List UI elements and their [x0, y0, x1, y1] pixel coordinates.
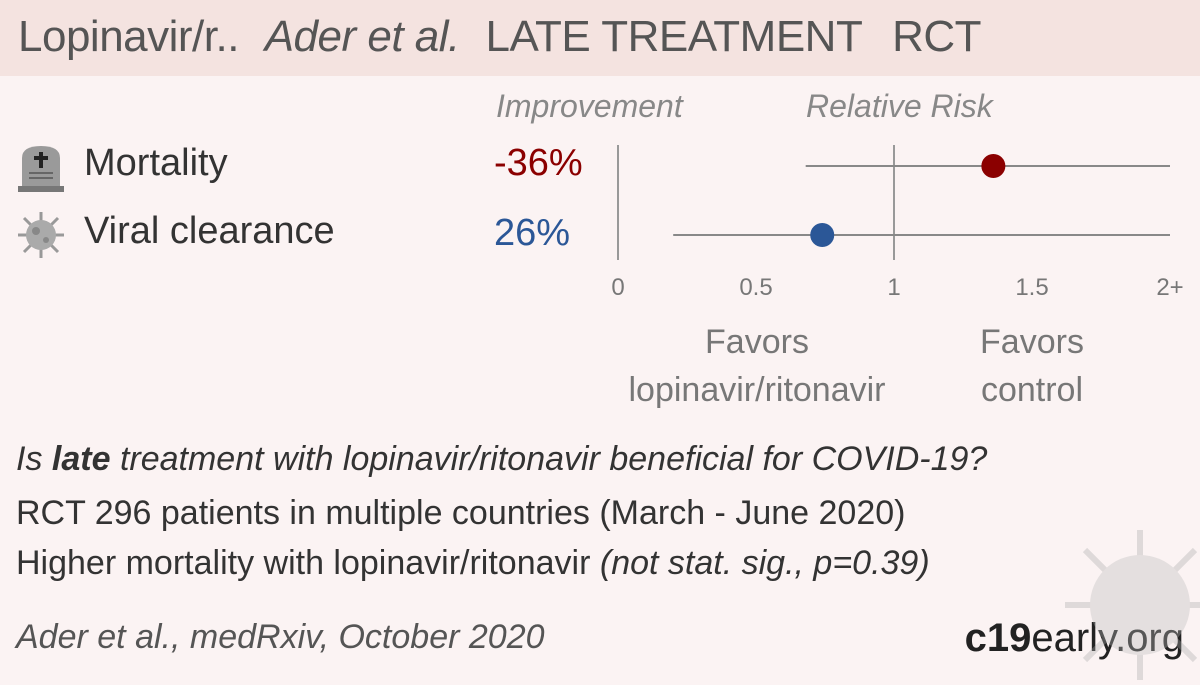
virus-icon	[16, 210, 66, 260]
virus-watermark-icon	[1065, 530, 1200, 680]
tick-label-0: 0	[611, 274, 624, 301]
result-significance: (not stat. sig., p=0.39)	[599, 544, 930, 582]
tombstone-icon	[16, 142, 66, 192]
point-mortality	[981, 154, 1006, 178]
outcome-label-mortality: Mortality	[84, 142, 228, 184]
drug-name: Lopinavir/r..	[18, 12, 239, 61]
study-design: RCT	[892, 12, 981, 61]
question-prefix: Is	[16, 440, 52, 478]
outcome-label-viral-clearance: Viral clearance	[84, 210, 335, 252]
favors-control-line2: control	[980, 371, 1084, 409]
improvement-column-header: Improvement	[496, 88, 683, 124]
favors-treatment-line1: Favors	[705, 323, 809, 361]
tick-label-1: 0.5	[739, 274, 772, 301]
improvement-value-viral-clearance: 26%	[494, 212, 571, 254]
summary-question: Is late treatment with lopinavir/ritonav…	[16, 440, 987, 479]
forest-plot: 0 0.5 1 1.5 2+	[611, 145, 1184, 301]
favors-control-label: Favors control	[960, 318, 1104, 414]
question-emphasis: late	[51, 440, 111, 478]
favors-treatment-line2: lopinavir/ritonavir	[628, 371, 886, 409]
improvement-value-mortality: -36%	[494, 142, 583, 184]
favors-treatment-label: Favors lopinavir/ritonavir	[622, 318, 892, 414]
result-text: Higher mortality with lopinavir/ritonavi…	[16, 544, 600, 582]
favors-control-line1: Favors	[980, 323, 1084, 361]
brand-bold: c19	[964, 616, 1032, 660]
treatment-stage: LATE TREATMENT	[485, 12, 863, 61]
relative-risk-column-header: Relative Risk	[806, 88, 993, 124]
citation: Ader et al., medRxiv, October 2020	[16, 618, 545, 656]
point-viral-clearance	[810, 223, 835, 247]
brand-rest: early.org	[1031, 616, 1184, 660]
tick-label-3: 1.5	[1015, 274, 1048, 301]
tick-label-2: 1	[887, 274, 900, 301]
summary-study-info: RCT 296 patients in multiple countries (…	[16, 494, 906, 532]
tick-label-4: 2+	[1156, 274, 1183, 301]
brand-logo[interactable]: c19early.org	[965, 616, 1184, 661]
study-authors: Ader et al.	[264, 12, 461, 61]
page-title: Lopinavir/r.. Ader et al. LATE TREATMENT…	[18, 12, 981, 62]
header-bar: Lopinavir/r.. Ader et al. LATE TREATMENT…	[0, 0, 1200, 76]
question-rest: treatment with lopinavir/ritonavir benef…	[110, 440, 988, 478]
summary-result: Higher mortality with lopinavir/ritonavi…	[16, 544, 930, 583]
